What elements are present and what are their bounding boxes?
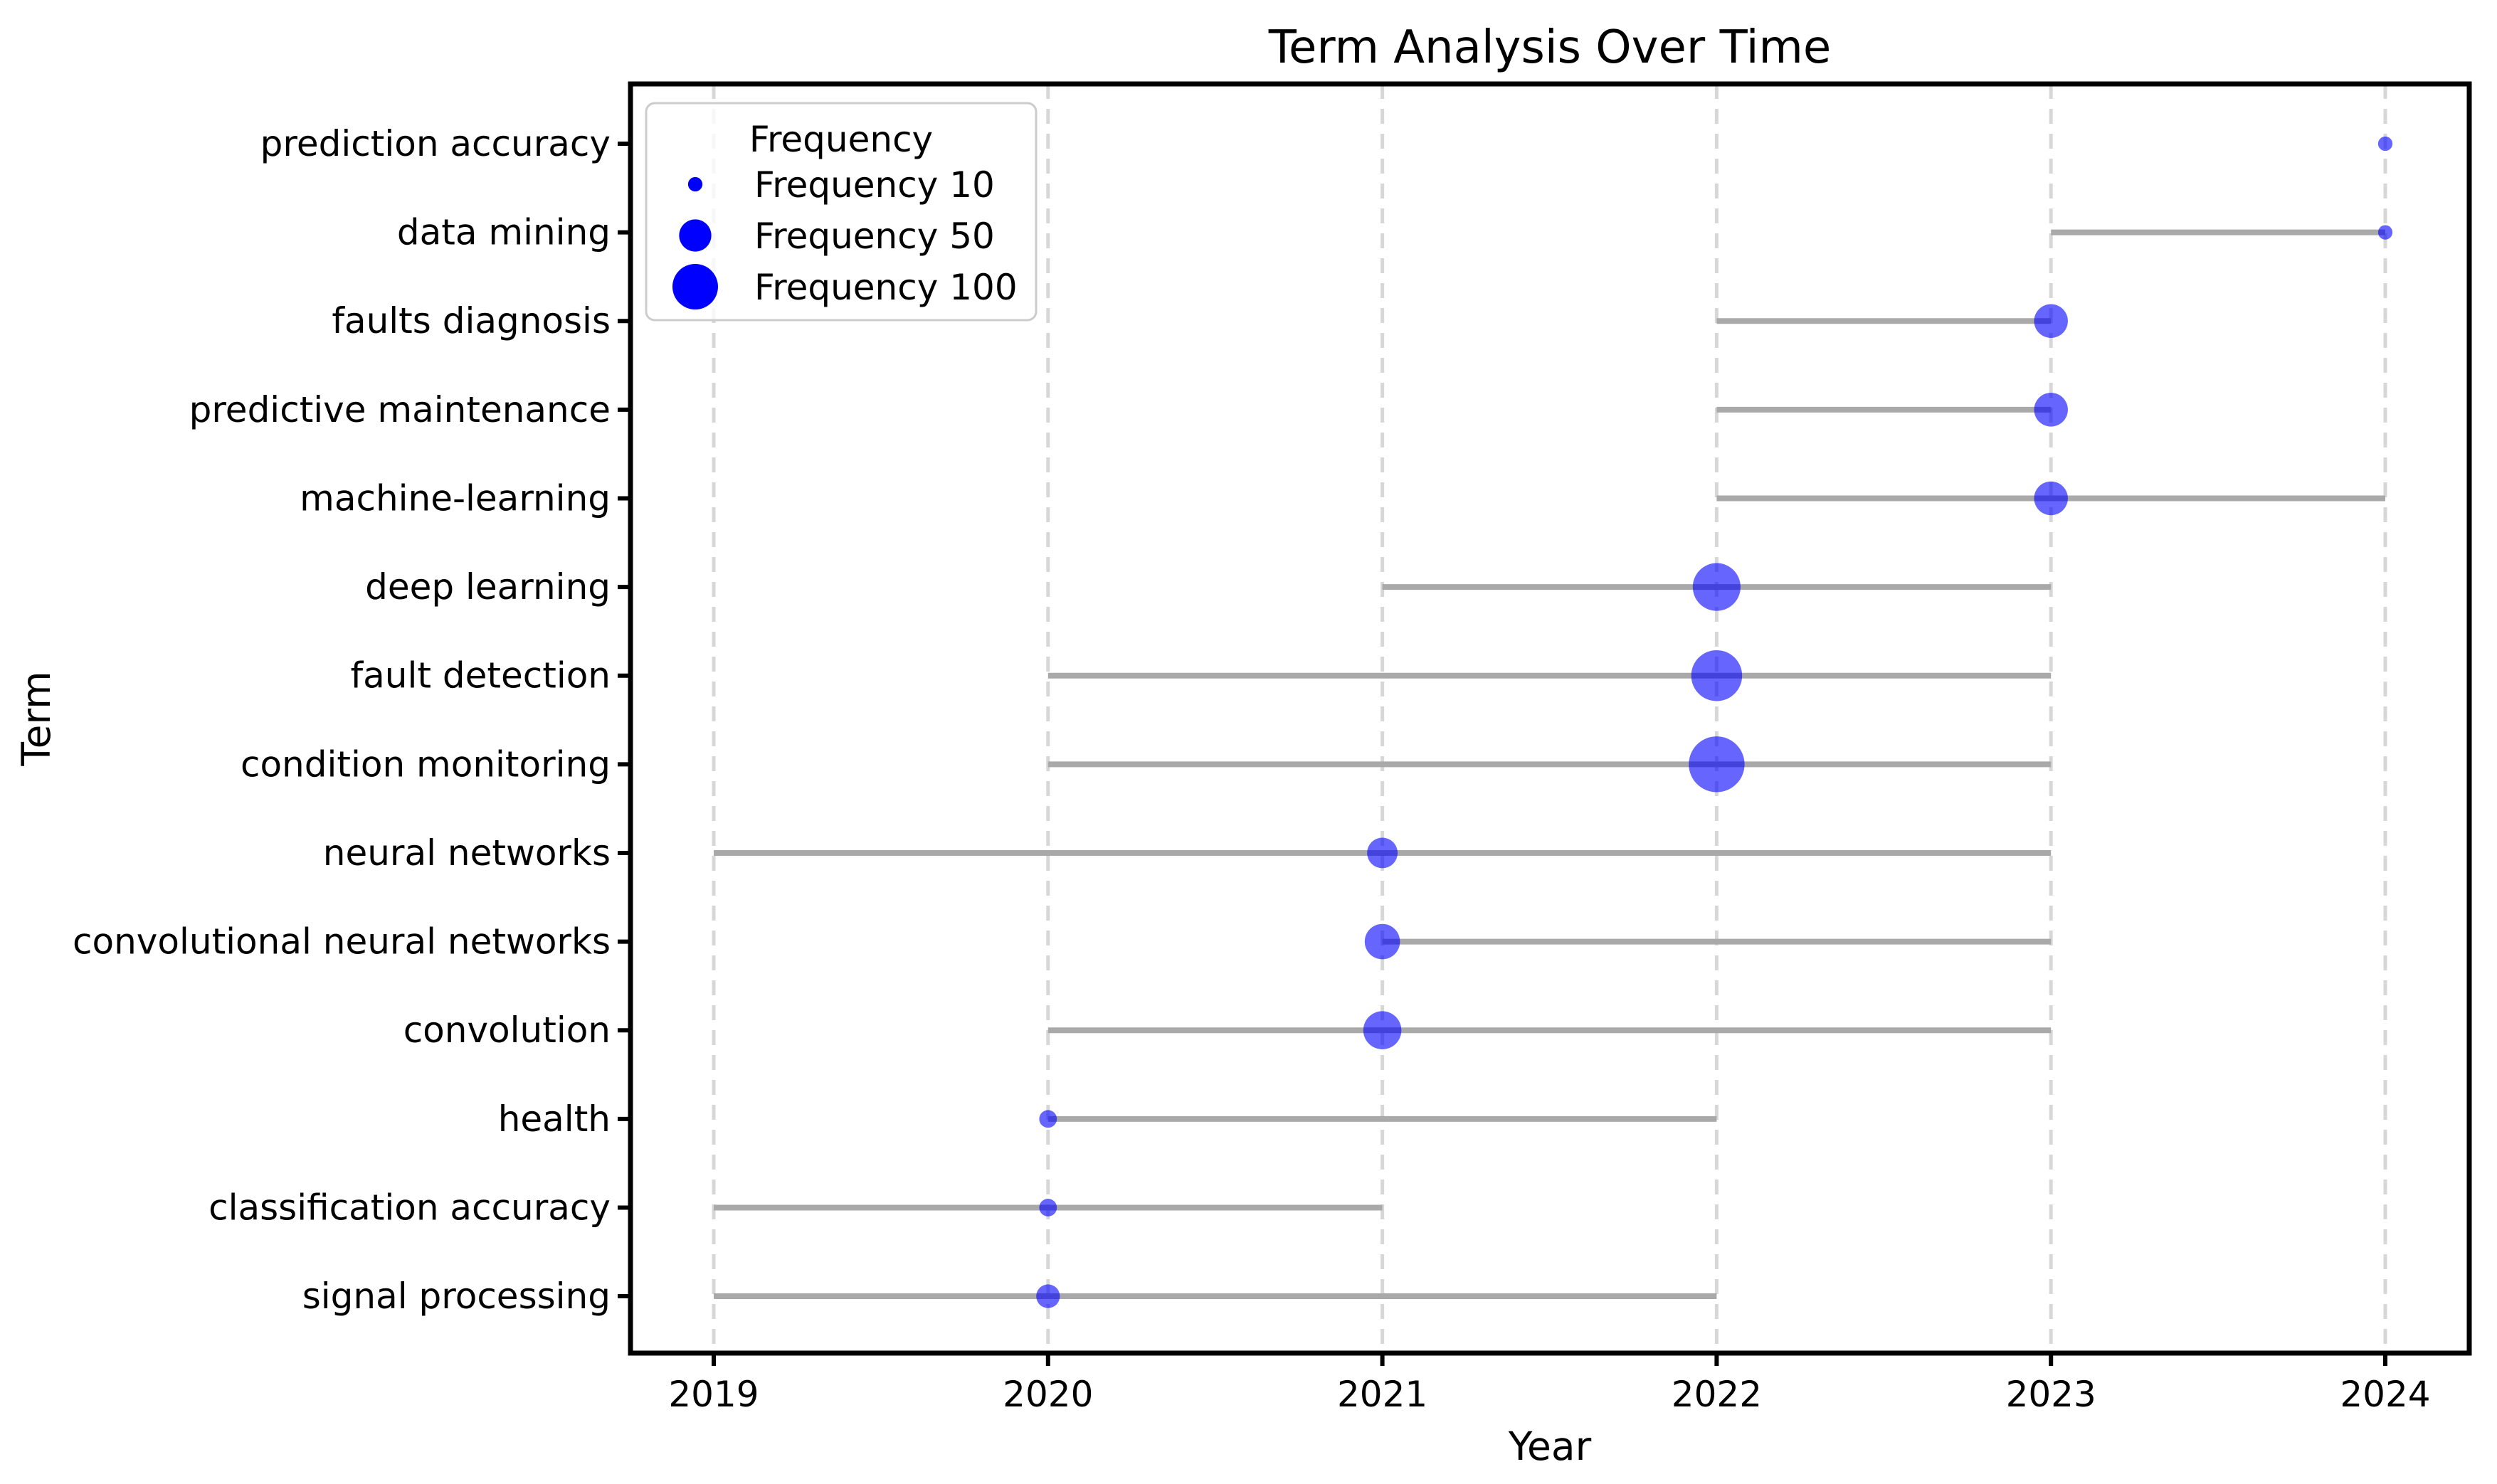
term-bubble: [2034, 481, 2068, 516]
term-bubble: [2034, 304, 2068, 338]
legend: Frequency Frequency 10 Frequency 50 Freq…: [645, 102, 1038, 322]
x-tick-label-2019: 2019: [668, 1374, 759, 1415]
term-bubble: [2377, 225, 2393, 240]
y-tick-label-term: neural networks: [323, 832, 611, 874]
term-bubble: [1691, 650, 1743, 701]
y-tick-label-term: deep learning: [365, 566, 611, 608]
y-tick-label-term: predictive maintenance: [189, 389, 611, 430]
y-tick-label-term: health: [498, 1098, 611, 1140]
term-bubble: [2034, 393, 2068, 427]
legend-label-frequency-10: Frequency 10: [754, 164, 995, 206]
y-tick-label-term: classification accuracy: [208, 1187, 611, 1228]
x-tick-label-2022: 2022: [1672, 1374, 1762, 1415]
gridlines-layer: [712, 84, 2387, 1353]
y-tick-label-term: fault detection: [351, 655, 611, 696]
y-tick-label-term: faults diagnosis: [332, 300, 611, 341]
y-axis-label: Term: [14, 671, 59, 766]
chart-title: Term Analysis Over Time: [1268, 21, 1831, 74]
term-bubble: [1363, 1011, 1402, 1049]
y-tick-label-term: prediction accuracy: [260, 123, 611, 164]
y-tick-label-term: signal processing: [302, 1276, 611, 1317]
term-bubble: [1689, 736, 1745, 793]
legend-marker-frequency-50: [679, 219, 712, 252]
x-tick-label-2020: 2020: [1003, 1374, 1093, 1415]
term-bubble: [1367, 837, 1398, 869]
y-tick-label-term: convolution: [403, 1009, 611, 1051]
x-tick-label-2021: 2021: [1337, 1374, 1427, 1415]
x-tick-label-2024: 2024: [2340, 1374, 2430, 1415]
legend-title: Frequency: [749, 119, 933, 160]
term-bubble: [1039, 1199, 1057, 1217]
term-bubble: [1039, 1110, 1057, 1128]
legend-marker-frequency-100: [672, 264, 718, 309]
term-bubble: [1364, 923, 1400, 960]
x-axis-label: Year: [1508, 1424, 1592, 1469]
y-tick-label-term: condition monitoring: [241, 743, 611, 785]
axes-box: [628, 81, 2472, 1356]
legend-marker-frequency-10: [687, 176, 703, 192]
y-tick-label-term: convolutional neural networks: [73, 921, 611, 963]
y-tick-label-term: machine-learning: [300, 477, 611, 519]
ticks-layer: 2019 2020 2021 2022 2023 2024 prediction accur…: [73, 123, 2431, 1415]
x-tick-label-2023: 2023: [2006, 1374, 2096, 1415]
term-bubble: [1692, 563, 1741, 611]
legend-box: [645, 102, 1038, 322]
range-lines-layer: [714, 229, 2385, 1300]
y-tick-label-term: data mining: [397, 212, 611, 253]
axes-spines-layer: [628, 81, 2472, 1356]
term-bubble: [1036, 1284, 1060, 1308]
legend-label-frequency-50: Frequency 50: [754, 216, 995, 257]
bubbles-layer: [1036, 136, 2393, 1308]
legend-label-frequency-100: Frequency 100: [754, 267, 1018, 308]
term-bubble: [2377, 136, 2393, 152]
